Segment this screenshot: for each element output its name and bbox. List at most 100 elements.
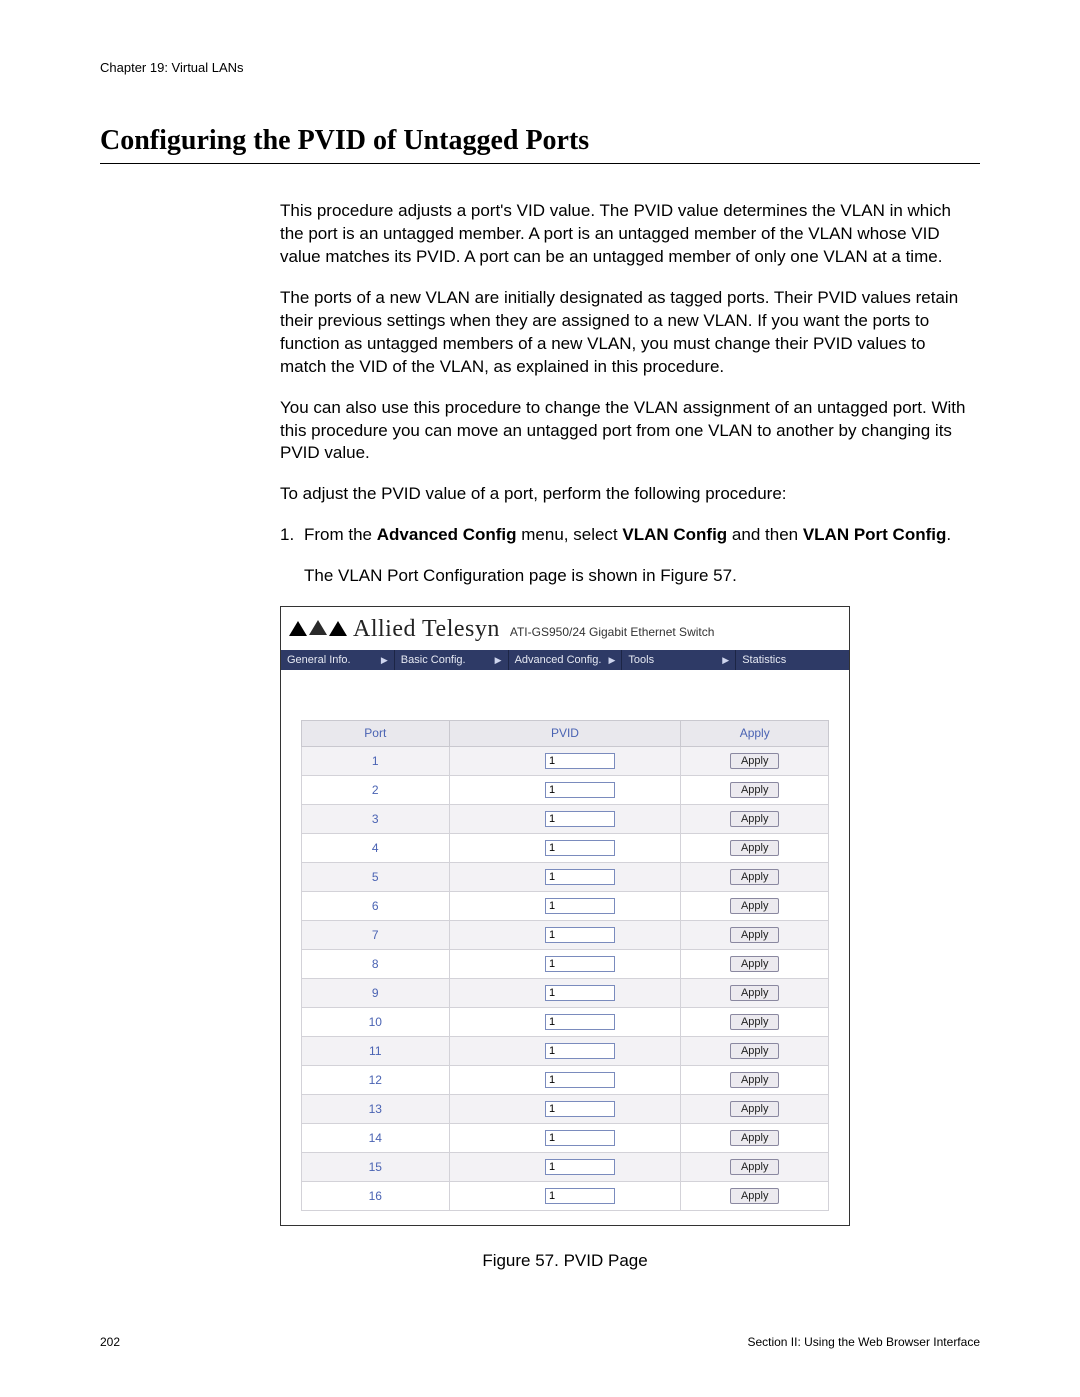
table-row: 7 Apply xyxy=(302,920,829,949)
pvid-cell xyxy=(449,1065,681,1094)
pvid-cell xyxy=(449,1036,681,1065)
apply-button[interactable]: Apply xyxy=(730,1043,780,1059)
apply-cell: Apply xyxy=(681,862,829,891)
pvid-cell xyxy=(449,804,681,833)
pvid-cell xyxy=(449,746,681,775)
pvid-cell xyxy=(449,949,681,978)
table-row: 8 Apply xyxy=(302,949,829,978)
pvid-input[interactable] xyxy=(545,898,615,914)
apply-cell: Apply xyxy=(681,1123,829,1152)
port-cell: 6 xyxy=(302,891,450,920)
chevron-right-icon: ▶ xyxy=(495,654,502,666)
step-number: 1. xyxy=(280,524,304,547)
apply-button[interactable]: Apply xyxy=(730,782,780,798)
pvid-input[interactable] xyxy=(545,985,615,1001)
apply-cell: Apply xyxy=(681,891,829,920)
col-port: Port xyxy=(302,721,450,746)
pvid-input[interactable] xyxy=(545,753,615,769)
pvid-input[interactable] xyxy=(545,1014,615,1030)
pvid-table: Port PVID Apply 1Apply2Apply3Apply4Apply… xyxy=(301,720,829,1210)
apply-cell: Apply xyxy=(681,1036,829,1065)
pvid-input[interactable] xyxy=(545,956,615,972)
menu-basic-config[interactable]: Basic Config. ▶ xyxy=(395,650,509,671)
table-row: 3Apply xyxy=(302,804,829,833)
port-cell: 9 xyxy=(302,978,450,1007)
port-cell: 7 xyxy=(302,920,450,949)
apply-cell: Apply xyxy=(681,833,829,862)
apply-cell: Apply xyxy=(681,1065,829,1094)
port-cell: 12 xyxy=(302,1065,450,1094)
apply-button[interactable]: Apply xyxy=(730,1188,780,1204)
apply-button[interactable]: Apply xyxy=(730,956,780,972)
pvid-cell xyxy=(449,1123,681,1152)
pvid-input[interactable] xyxy=(545,1072,615,1088)
port-cell: 16 xyxy=(302,1181,450,1210)
menu-label: General Info. xyxy=(287,653,351,668)
table-row: 9 Apply xyxy=(302,978,829,1007)
apply-button[interactable]: Apply xyxy=(730,1159,780,1175)
apply-button[interactable]: Apply xyxy=(730,811,780,827)
brand-logo-icon xyxy=(289,621,347,636)
menu-tools[interactable]: Tools ▶ xyxy=(622,650,736,671)
apply-button[interactable]: Apply xyxy=(730,1101,780,1117)
apply-cell: Apply xyxy=(681,804,829,833)
pvid-input[interactable] xyxy=(545,1188,615,1204)
procedure-step-1: 1. From the Advanced Config menu, select… xyxy=(280,524,970,547)
step-text: From the Advanced Config menu, select VL… xyxy=(304,524,970,547)
apply-cell: Apply xyxy=(681,1152,829,1181)
apply-cell: Apply xyxy=(681,920,829,949)
apply-cell: Apply xyxy=(681,978,829,1007)
intro-paragraph-3: You can also use this procedure to chang… xyxy=(280,397,970,466)
figure-caption: Figure 57. PVID Page xyxy=(280,1250,850,1273)
pvid-input[interactable] xyxy=(545,840,615,856)
switch-ui-header: Allied Telesyn ATI-GS950/24 Gigabit Ethe… xyxy=(281,607,849,649)
menu-label: Tools xyxy=(628,653,654,668)
pvid-cell xyxy=(449,775,681,804)
pvid-input[interactable] xyxy=(545,1043,615,1059)
intro-paragraph-1: This procedure adjusts a port's VID valu… xyxy=(280,200,970,269)
menu-advanced-config[interactable]: Advanced Config. ▶ xyxy=(509,650,623,671)
pvid-input[interactable] xyxy=(545,1159,615,1175)
port-cell: 4 xyxy=(302,833,450,862)
pvid-cell xyxy=(449,978,681,1007)
pvid-cell xyxy=(449,1094,681,1123)
pvid-input[interactable] xyxy=(545,782,615,798)
apply-button[interactable]: Apply xyxy=(730,985,780,1001)
pvid-cell xyxy=(449,920,681,949)
page-number: 202 xyxy=(100,1335,120,1349)
pvid-cell xyxy=(449,1152,681,1181)
port-cell: 8 xyxy=(302,949,450,978)
menu-statistics[interactable]: Statistics xyxy=(736,650,849,671)
pvid-input[interactable] xyxy=(545,927,615,943)
table-row: 10Apply xyxy=(302,1007,829,1036)
switch-menubar: General Info. ▶ Basic Config. ▶ Advanced… xyxy=(281,650,849,671)
pvid-cell xyxy=(449,891,681,920)
port-cell: 2 xyxy=(302,775,450,804)
apply-button[interactable]: Apply xyxy=(730,753,780,769)
pvid-input[interactable] xyxy=(545,1130,615,1146)
pvid-input[interactable] xyxy=(545,811,615,827)
table-row: 12 Apply xyxy=(302,1065,829,1094)
apply-button[interactable]: Apply xyxy=(730,1014,780,1030)
menu-label: Basic Config. xyxy=(401,653,466,668)
menu-general-info[interactable]: General Info. ▶ xyxy=(281,650,395,671)
pvid-input[interactable] xyxy=(545,869,615,885)
apply-button[interactable]: Apply xyxy=(730,898,780,914)
switch-web-ui: Allied Telesyn ATI-GS950/24 Gigabit Ethe… xyxy=(280,606,850,1225)
apply-button[interactable]: Apply xyxy=(730,840,780,856)
table-row: 5Apply xyxy=(302,862,829,891)
chapter-header: Chapter 19: Virtual LANs xyxy=(100,60,980,75)
apply-button[interactable]: Apply xyxy=(730,1130,780,1146)
step-bold-menu: Advanced Config xyxy=(377,525,517,544)
apply-cell: Apply xyxy=(681,746,829,775)
step-text-fragment: From the xyxy=(304,525,377,544)
step-bold-item: VLAN Config xyxy=(622,525,727,544)
apply-button[interactable]: Apply xyxy=(730,869,780,885)
port-cell: 14 xyxy=(302,1123,450,1152)
col-pvid: PVID xyxy=(449,721,681,746)
section-title: Configuring the PVID of Untagged Ports xyxy=(100,125,980,157)
apply-button[interactable]: Apply xyxy=(730,1072,780,1088)
apply-button[interactable]: Apply xyxy=(730,927,780,943)
table-row: 1Apply xyxy=(302,746,829,775)
pvid-input[interactable] xyxy=(545,1101,615,1117)
